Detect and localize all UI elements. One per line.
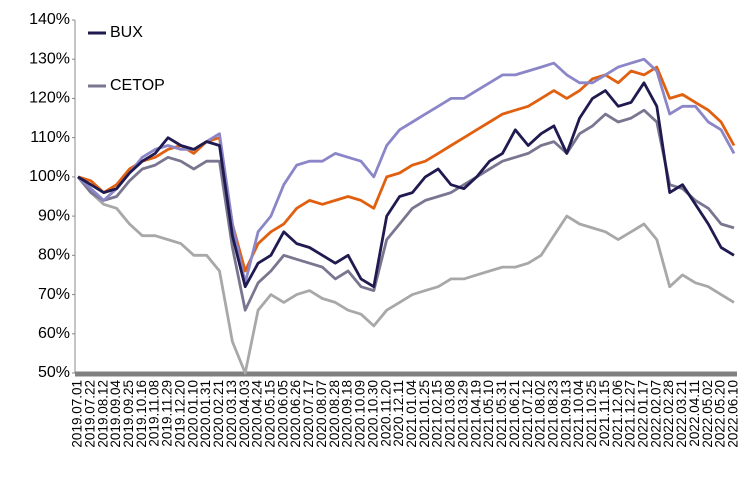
x-tick-label: 2021.10.25 [584,380,599,448]
x-tick-label: 2022.06.10 [726,380,741,448]
y-tick-label: 60% [38,325,70,342]
x-tick-label: 2019.09.25 [121,380,136,448]
x-tick-label: 2020.08.07 [314,380,329,448]
x-tick-label: 2020.04.24 [250,380,265,448]
x-tick-label: 2020.02.21 [211,380,226,448]
x-tick-label: 2021.11.15 [597,380,612,447]
x-tick-label: 2020.05.15 [263,380,278,448]
x-tick-label: 2021.04.19 [468,380,483,448]
x-tick-label: 2021.01.04 [404,380,419,448]
series-line [76,176,735,375]
x-tick-label: 2021.10.04 [571,380,586,448]
x-tick-label: 2019.09.04 [108,380,123,448]
x-tick-label: 2019.11.29 [160,380,175,447]
legend-label: CETOP [110,77,165,94]
y-tick-label: 80% [38,247,70,264]
x-tick-label: 2019.07.01 [70,380,85,448]
y-tick-label: 100% [29,168,70,185]
x-tick-label: 2021.02.15 [430,380,445,448]
x-tick-label: 2021.06.21 [507,380,522,448]
x-tick-label: 2020.10.09 [353,380,368,448]
x-tick-label: 2021.12.06 [610,380,625,448]
x-tick-label: 2021.08.23 [545,380,560,448]
x-tick-label: 2019.12.20 [172,380,187,448]
series-line [76,108,735,312]
series-line [77,57,736,285]
x-tick-label: 2020.08.28 [327,380,342,448]
x-tick-label: 2019.11.08 [147,380,162,447]
legend-label: BUX [110,24,143,41]
x-tick-label: 2020.06.05 [275,380,290,448]
x-tick-label: 2022.02.28 [661,380,676,448]
x-tick-label: 2022.05.20 [713,380,728,448]
x-tick-label: 2022.03.21 [674,380,689,448]
y-tick-label: 70% [38,286,70,303]
series-line [77,81,735,289]
x-tick-label: 2021.03.08 [443,380,458,448]
x-tick-label: 2021.12.27 [623,380,638,448]
x-tick-label: 2020.06.26 [288,380,303,448]
x-tick-label: 2021.09.13 [558,380,573,448]
x-tick-label: 2022.04.11 [687,380,702,447]
x-tick-label: 2020.07.17 [301,380,316,448]
x-tick-label: 2021.01.25 [417,380,432,448]
y-tick-label: 140% [29,11,70,28]
x-tick-label: 2021.03.29 [455,380,470,448]
x-tick-label: 2020.01.31 [198,380,213,448]
x-tick-label: 2020.04.03 [237,380,252,448]
y-tick-label: 110% [30,129,70,146]
x-tick-label: 2019.10.16 [134,380,149,448]
x-tick-label: 2021.05.10 [481,380,496,448]
x-tick-label: 2021.07.12 [520,380,535,448]
x-tick-label: 2020.09.18 [340,380,355,448]
x-tick-label: 2021.08.02 [533,380,548,448]
y-tick-label: 90% [38,207,70,224]
y-tick-label: 120% [29,90,70,107]
x-tick-label: 2019.08.12 [95,380,110,448]
y-tick-label: 130% [29,50,70,67]
x-tick-label: 2020.10.30 [365,380,380,448]
x-tick-label: 2020.01.10 [185,380,200,448]
x-tick-label: 2022.05.02 [700,380,715,448]
x-tick-label: 2022.01.17 [636,380,651,448]
x-tick-label: 2020.12.11 [391,380,406,447]
y-tick-label: 50% [38,364,70,381]
x-tick-label: 2022.02.07 [648,380,663,448]
x-tick-label: 2021.05.31 [494,380,509,448]
x-tick-label: 2020.03.13 [224,380,239,448]
x-tick-label: 2020.11.20 [378,380,393,447]
x-tick-label: 2019.07.22 [82,380,97,448]
